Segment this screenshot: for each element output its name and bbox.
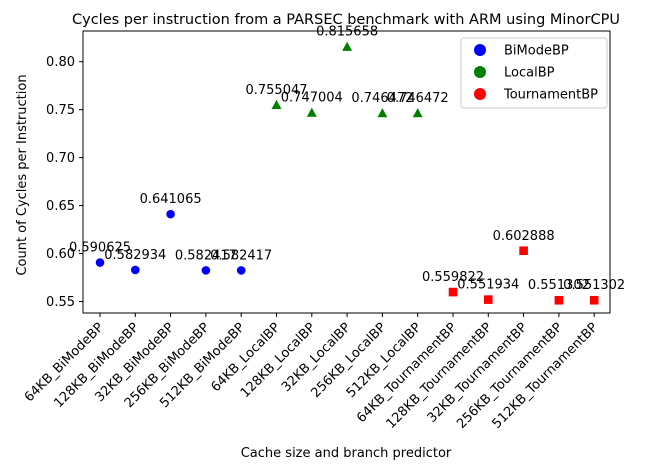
data-point <box>166 209 175 219</box>
data-label: 0.551302 <box>563 278 625 293</box>
legend-entry: BiModeBP <box>504 44 569 59</box>
data-label: 0.602888 <box>493 229 555 244</box>
plot-frame <box>82 30 611 314</box>
y-tick-label: 0.80 <box>46 55 75 70</box>
data-point <box>519 246 528 256</box>
legend-marker <box>474 66 486 78</box>
data-point <box>201 266 211 275</box>
legend-marker <box>474 44 486 56</box>
data-label: 0.559822 <box>422 270 484 285</box>
data-label: 0.551934 <box>457 278 519 293</box>
data-point <box>412 108 423 118</box>
data-label: 0.551302 <box>528 278 590 293</box>
y-tick-label: 0.60 <box>46 247 75 262</box>
y-tick-label: 0.65 <box>46 199 75 214</box>
data-label: 0.641065 <box>140 192 202 207</box>
data-point <box>377 108 388 118</box>
y-axis-label: Count of Cycles per Instruction <box>15 74 30 275</box>
data-point <box>342 41 353 51</box>
data-point <box>271 99 282 110</box>
data-label: 0.582417 <box>175 248 237 263</box>
legend-box <box>460 37 608 109</box>
data-point <box>554 295 564 305</box>
data-label: 0.815658 <box>316 25 378 40</box>
data-label: 0.582934 <box>104 248 166 263</box>
legend-entry: TournamentBP <box>503 88 598 103</box>
data-point <box>236 266 246 275</box>
data-point <box>589 295 599 305</box>
x-axis-label: Cache size and branch predictor <box>241 446 452 461</box>
data-label: 0.746472 <box>351 91 413 106</box>
y-tick-label: 0.55 <box>46 295 75 310</box>
data-label: 0.755047 <box>245 83 307 98</box>
chart-title: Cycles per instruction from a PARSEC ben… <box>72 12 620 28</box>
y-tick-label: 0.70 <box>46 151 75 166</box>
legend: BiModeBP LocalBP TournamentBP <box>460 37 608 109</box>
data-point <box>131 265 140 275</box>
legend-entry: LocalBP <box>504 66 555 81</box>
data-label: 0.590625 <box>69 241 131 256</box>
data-point <box>95 258 105 267</box>
data-label: 0.747004 <box>281 91 343 106</box>
data-point <box>448 287 458 297</box>
data-label: 0.746472 <box>387 91 449 106</box>
data-label: 0.582417 <box>210 248 272 263</box>
y-tick-label: 0.75 <box>46 103 75 118</box>
legend-marker <box>474 88 486 100</box>
data-point <box>306 107 317 117</box>
data-point <box>484 295 493 304</box>
